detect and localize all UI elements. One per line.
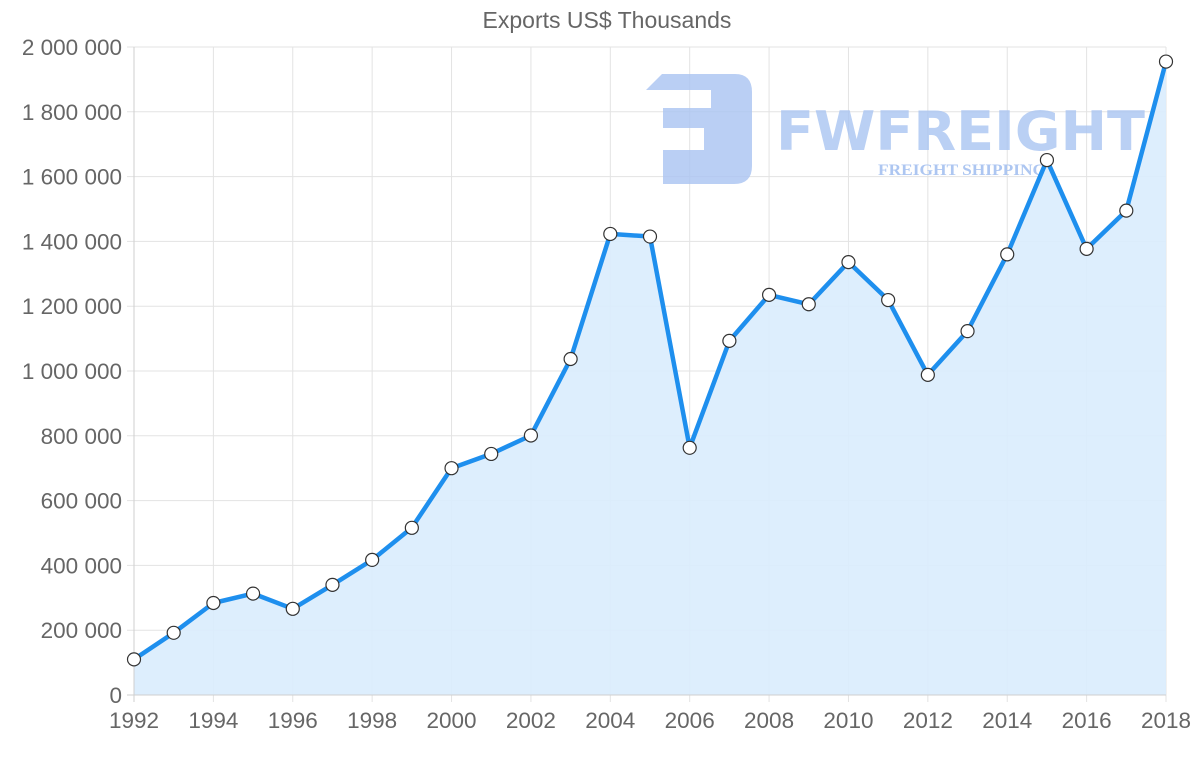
data-point-2004[interactable]	[603, 226, 618, 242]
data-point-1996[interactable]	[285, 601, 300, 616]
data-point-2003[interactable]	[563, 351, 578, 367]
data-point-2014[interactable]	[1000, 247, 1015, 262]
axes	[127, 47, 1166, 702]
y-tick-label: 1 000 000	[22, 359, 122, 384]
data-point-2013[interactable]	[960, 324, 975, 339]
data-point-1998[interactable]	[365, 552, 380, 567]
y-tick-label: 2 000 000	[22, 35, 122, 60]
x-tick-label: 2002	[506, 708, 556, 733]
y-tick-label: 1 800 000	[22, 100, 122, 125]
fwfreight-logo-icon	[646, 74, 752, 184]
x-tick-label: 2008	[744, 708, 794, 733]
data-point-1997[interactable]	[325, 577, 340, 592]
x-tick-label: 1992	[109, 708, 159, 733]
x-tick-label: 2010	[823, 708, 873, 733]
y-axis-labels: 0 200 000 400 000 600 000 800 000 1 000 000 1 …	[22, 35, 122, 708]
y-tick-label: 1 200 000	[22, 294, 122, 319]
watermark: FWFREIGHT FREIGHT SHIPPING	[646, 74, 1145, 184]
watermark-brand: FWFREIGHT	[776, 100, 1145, 163]
data-point-1999[interactable]	[404, 520, 419, 535]
x-tick-label: 2016	[1062, 708, 1112, 733]
data-point-2010[interactable]	[841, 255, 856, 270]
x-axis-labels: 1992 1994 1996 1998 2000 2002 2004 2006 2008 2010…	[109, 708, 1191, 733]
data-point-2012[interactable]	[920, 367, 935, 382]
data-point-2009[interactable]	[801, 297, 816, 312]
data-point-2007[interactable]	[722, 333, 737, 348]
y-tick-label: 600 000	[41, 489, 122, 514]
x-tick-label: 1996	[268, 708, 318, 733]
data-point-1995[interactable]	[245, 586, 261, 601]
data-point-2005[interactable]	[642, 229, 658, 244]
data-markers	[126, 54, 1174, 667]
data-point-2001[interactable]	[484, 446, 499, 462]
chart-title: Exports US$ Thousands	[482, 7, 732, 33]
y-tick-label: 400 000	[41, 553, 122, 578]
data-point-1994[interactable]	[206, 595, 221, 611]
data-point-2011[interactable]	[881, 292, 896, 308]
data-point-1992[interactable]	[126, 652, 142, 667]
x-tick-label: 2006	[665, 708, 715, 733]
data-point-2018[interactable]	[1158, 54, 1174, 69]
y-tick-label: 200 000	[41, 618, 122, 643]
x-tick-label: 2018	[1141, 708, 1191, 733]
data-point-1993[interactable]	[166, 625, 181, 640]
data-point-2006[interactable]	[682, 440, 697, 455]
data-point-2016[interactable]	[1079, 241, 1094, 256]
data-point-2017[interactable]	[1119, 203, 1134, 218]
data-point-2015[interactable]	[1039, 152, 1055, 168]
x-tick-label: 2014	[982, 708, 1032, 733]
area-fill	[134, 61, 1166, 696]
y-tick-label: 1 400 000	[22, 229, 122, 254]
x-tick-label: 1994	[188, 708, 238, 733]
data-point-2008[interactable]	[761, 287, 777, 302]
y-tick-label: 800 000	[41, 424, 122, 449]
watermark-tagline: FREIGHT SHIPPING	[878, 162, 1046, 179]
data-point-2000[interactable]	[444, 461, 459, 476]
x-tick-label: 2004	[585, 708, 635, 733]
y-tick-label: 1 600 000	[22, 165, 122, 190]
data-point-2002[interactable]	[523, 428, 539, 443]
x-tick-label: 2000	[427, 708, 477, 733]
x-tick-label: 2012	[903, 708, 953, 733]
x-tick-label: 1998	[347, 708, 397, 733]
y-tick-label: 0	[109, 683, 122, 708]
